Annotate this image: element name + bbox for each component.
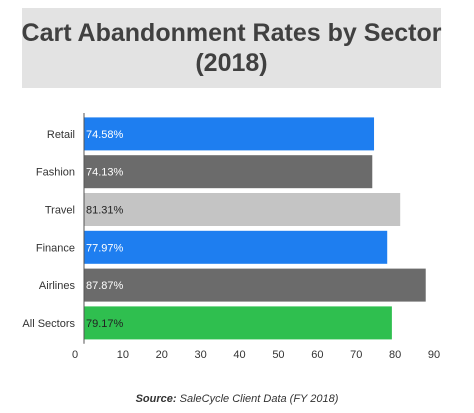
x-tick-label: 40 — [233, 349, 245, 361]
category-label: Airlines — [39, 280, 76, 292]
category-label: Fashion — [36, 167, 75, 179]
chart-title-box: Cart Abandonment Rates by Sector (2018) — [21, 8, 442, 88]
bar — [84, 193, 401, 226]
data-label: 81.31% — [86, 205, 124, 217]
category-label: Retail — [47, 129, 75, 141]
source-text: SaleCycle Client Data (FY 2018) — [179, 393, 339, 405]
chart-title: Cart Abandonment Rates by Sector — [21, 19, 442, 47]
x-tick-label: 50 — [272, 349, 284, 361]
x-tick-label: 20 — [156, 349, 168, 361]
data-label: 74.13% — [86, 167, 124, 179]
category-label: Travel — [45, 205, 75, 217]
bar — [84, 230, 388, 264]
bar — [84, 268, 426, 302]
data-label: 79.17% — [86, 318, 124, 330]
x-tick-label: 80 — [389, 349, 401, 361]
x-tick-label: 30 — [195, 349, 207, 361]
bar — [84, 155, 373, 189]
x-tick-label: 90 — [428, 349, 440, 361]
x-tick-label: 10 — [117, 349, 129, 361]
source-label: Source: — [135, 393, 177, 405]
category-label: All Sectors — [22, 318, 75, 330]
category-label: Finance — [36, 242, 75, 254]
data-label: 87.87% — [86, 280, 124, 292]
chart-title-year: (2018) — [195, 49, 268, 77]
x-tick-label: 0 — [72, 349, 78, 361]
bar — [84, 117, 375, 151]
bar — [84, 306, 392, 340]
data-label: 74.58% — [86, 129, 124, 141]
source-note: Source: SaleCycle Client Data (FY 2018) — [0, 393, 474, 405]
data-label: 77.97% — [86, 242, 124, 254]
x-tick-label: 60 — [311, 349, 323, 361]
x-tick-label: 70 — [350, 349, 362, 361]
